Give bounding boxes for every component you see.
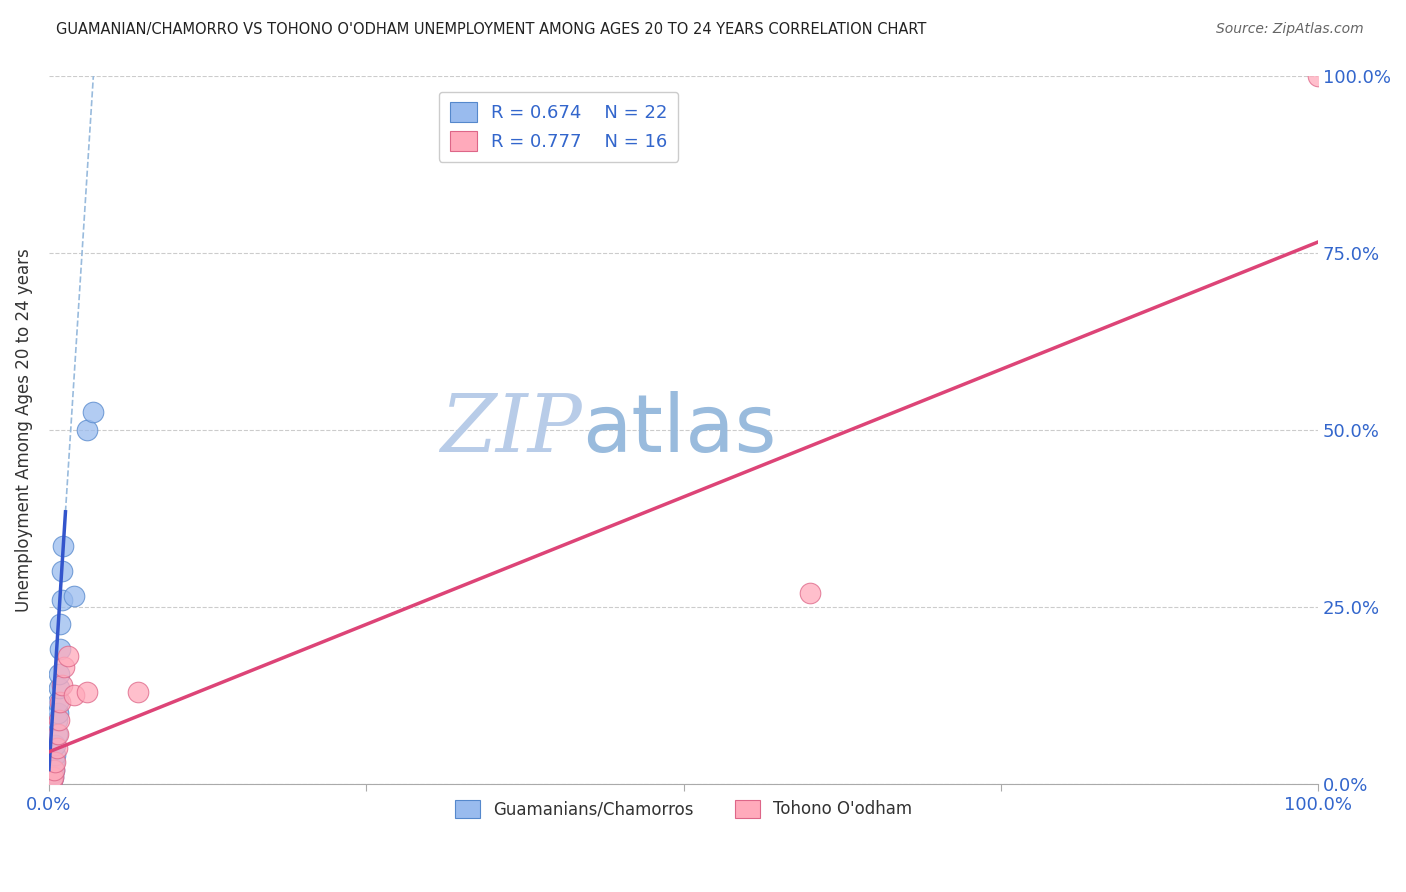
Point	[48, 681, 70, 695]
Point	[49, 617, 72, 632]
Y-axis label: Unemployment Among Ages 20 to 24 years: Unemployment Among Ages 20 to 24 years	[15, 248, 32, 612]
Point	[48, 713, 70, 727]
Point	[45, 713, 67, 727]
Point	[51, 592, 73, 607]
Text: atlas: atlas	[582, 391, 776, 468]
Point	[49, 695, 72, 709]
Point	[82, 405, 104, 419]
Point	[56, 649, 79, 664]
Point	[45, 741, 67, 756]
Point	[799, 585, 821, 599]
Point	[51, 677, 73, 691]
Point	[44, 756, 66, 770]
Point	[52, 540, 75, 554]
Text: ZIP: ZIP	[440, 391, 582, 468]
Point	[49, 642, 72, 657]
Point	[51, 564, 73, 578]
Point	[45, 727, 67, 741]
Point	[76, 423, 98, 437]
Point	[46, 706, 69, 720]
Point	[41, 771, 63, 785]
Point	[41, 773, 63, 788]
Point	[42, 770, 65, 784]
Point	[41, 773, 63, 788]
Point	[63, 589, 86, 603]
Point	[42, 763, 65, 777]
Point	[42, 756, 65, 770]
Point	[63, 688, 86, 702]
Point	[44, 748, 66, 763]
Point	[1308, 69, 1330, 83]
Point	[53, 660, 76, 674]
Legend: Guamanians/Chamorros, Tohono O'odham: Guamanians/Chamorros, Tohono O'odham	[449, 793, 920, 825]
Point	[76, 684, 98, 698]
Point	[48, 667, 70, 681]
Text: Source: ZipAtlas.com: Source: ZipAtlas.com	[1216, 22, 1364, 37]
Point	[46, 695, 69, 709]
Point	[127, 684, 149, 698]
Point	[44, 738, 66, 752]
Point	[42, 766, 65, 780]
Point	[42, 763, 65, 777]
Point	[42, 770, 65, 784]
Point	[46, 727, 69, 741]
Text: GUAMANIAN/CHAMORRO VS TOHONO O'ODHAM UNEMPLOYMENT AMONG AGES 20 TO 24 YEARS CORR: GUAMANIAN/CHAMORRO VS TOHONO O'ODHAM UNE…	[56, 22, 927, 37]
